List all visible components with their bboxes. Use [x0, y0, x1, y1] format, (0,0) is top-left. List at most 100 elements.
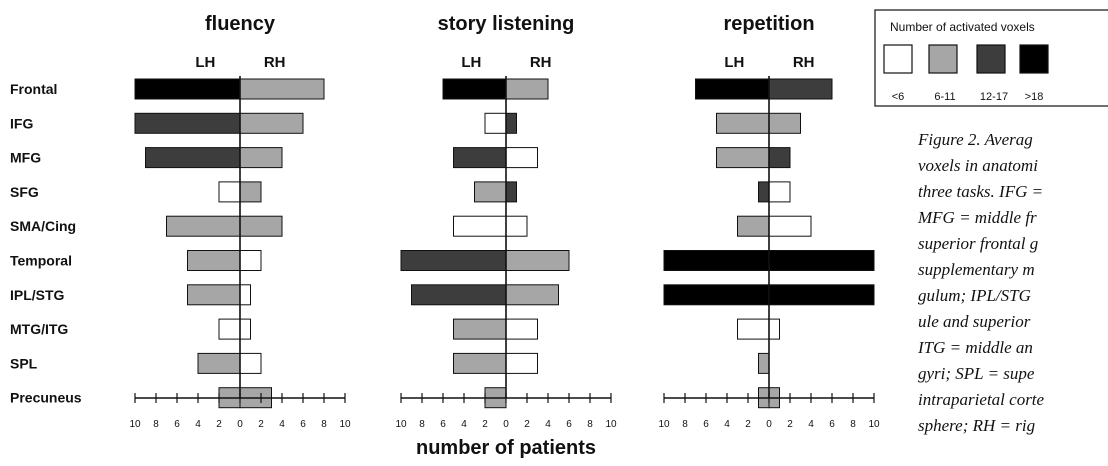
x-tick-label: 10: [395, 419, 407, 430]
x-tick-label: 4: [461, 419, 467, 430]
hemisphere-label-rh: RH: [530, 54, 552, 71]
x-axis-title: number of patients: [416, 437, 596, 459]
region-label-mfg: MFG: [10, 150, 41, 166]
region-label-ifg: IFG: [10, 115, 33, 131]
x-tick-label: 10: [129, 419, 141, 430]
x-tick-label: 6: [703, 419, 709, 430]
legend-label-3: >18: [1025, 91, 1044, 103]
bar-rh-temporal: [505, 250, 570, 271]
bar-lh-frontal: [695, 78, 770, 100]
bar-lh-ifg: [134, 112, 241, 134]
region-label-frontal: Frontal: [10, 81, 57, 97]
panel-repetition: repetition LH RH 10 8 6 4 2 0 2 4 6 8 10: [658, 13, 880, 430]
bar-panels: fluency LH RH 10 8 6 4 2 0 2 4 6 8 10 story listening L…: [129, 13, 880, 430]
region-label-sma-cing: SMA/Cing: [10, 218, 76, 234]
panel-title: fluency: [205, 13, 276, 35]
bar-lh-sfg: [474, 181, 507, 203]
x-tick-label: 2: [482, 419, 488, 430]
panel-fluency: fluency LH RH 10 8 6 4 2 0 2 4 6 8 10: [129, 13, 351, 430]
x-tick-label: 8: [153, 419, 159, 430]
legend-title: Number of activated voxels: [890, 20, 1035, 34]
bar-lh-frontal: [134, 78, 241, 100]
bar-lh-mfg: [145, 147, 241, 169]
caption-line: three tasks. IFG =: [918, 182, 1043, 201]
bar-lh-mtg-itg: [453, 318, 507, 340]
bar-lh-ifg: [716, 112, 770, 134]
x-tick-label: 6: [440, 419, 446, 430]
panel-title: repetition: [723, 13, 814, 35]
x-tick-label: 10: [339, 419, 351, 430]
region-label-mtg-itg: MTG/ITG: [10, 321, 68, 337]
x-tick-label: 8: [419, 419, 425, 430]
bar-lh-spl: [453, 352, 507, 374]
bar-rh-sfg: [505, 181, 517, 203]
bar-lh-frontal: [442, 78, 507, 100]
bar-rh-mfg: [768, 147, 791, 169]
caption-line: sphere; RH = rig: [918, 416, 1035, 435]
bar-lh-ipl-stg: [663, 284, 770, 306]
bar-rh-ifg: [505, 112, 517, 134]
x-tick-label: 2: [787, 419, 793, 430]
x-tick-label: 8: [321, 419, 327, 430]
bar-lh-mfg: [716, 147, 770, 169]
bar-lh-sma-cing: [453, 215, 507, 237]
x-tick-label: 4: [808, 419, 814, 430]
bar-rh-spl: [505, 352, 538, 374]
figure-caption: Figure 2. Averag voxels in anatomi three t…: [917, 130, 1045, 435]
bar-rh-sma-cing: [768, 215, 812, 237]
x-tick-label: 4: [279, 419, 285, 430]
bar-lh-sfg: [758, 181, 770, 203]
bar-rh-ipl-stg: [768, 284, 875, 306]
bar-lh-mtg-itg: [218, 318, 241, 340]
x-tick-label: 8: [850, 419, 856, 430]
region-label-ipl-stg: IPL/STG: [10, 287, 65, 303]
hemisphere-label-lh: LH: [461, 54, 481, 71]
x-tick-label: 8: [587, 419, 593, 430]
bar-lh-mfg: [453, 147, 507, 169]
bar-lh-ipl-stg: [187, 284, 241, 306]
x-tick-label: 4: [724, 419, 730, 430]
bar-rh-mtg-itg: [505, 318, 538, 340]
bar-rh-frontal: [505, 78, 549, 100]
bar-rh-temporal: [239, 250, 262, 271]
x-tick-label: 4: [545, 419, 551, 430]
x-tick-label: 0: [503, 419, 509, 430]
legend-swatch-0: [883, 44, 913, 74]
bar-rh-ipl-stg: [239, 284, 251, 306]
legend-swatch-2: [976, 44, 1006, 74]
caption-line: supplementary m: [918, 260, 1035, 279]
hemisphere-label-lh: LH: [724, 54, 744, 71]
legend-swatch-3: [1019, 44, 1049, 74]
bar-lh-sma-cing: [166, 215, 241, 237]
bar-lh-ifg: [484, 112, 507, 134]
region-label-temporal: Temporal: [10, 253, 72, 269]
caption-line: superior frontal g: [918, 234, 1038, 253]
bar-lh-sma-cing: [737, 215, 770, 237]
caption-line: ule and superior: [918, 312, 1031, 331]
bar-lh-sfg: [218, 181, 241, 203]
legend-label-0: <6: [892, 91, 905, 103]
x-tick-label: 10: [605, 419, 617, 430]
bar-rh-frontal: [768, 78, 833, 100]
bar-lh-mtg-itg: [737, 318, 770, 340]
caption-line: intraparietal corte: [918, 390, 1045, 409]
bar-lh-temporal: [187, 250, 241, 271]
bar-rh-temporal: [768, 250, 875, 271]
legend: Number of activated voxels <6 6-11 12-17 >18: [874, 9, 1108, 107]
bar-rh-sfg: [239, 181, 262, 203]
legend-label-2: 12-17: [980, 91, 1008, 103]
bar-rh-ifg: [768, 112, 801, 134]
bar-rh-mtg-itg: [239, 318, 251, 340]
bar-rh-mfg: [239, 147, 283, 169]
caption-line: voxels in anatomi: [918, 156, 1038, 175]
legend-label-1: 6-11: [934, 91, 955, 103]
bar-rh-mtg-itg: [768, 318, 780, 340]
x-tick-label: 2: [524, 419, 530, 430]
bar-lh-spl: [197, 352, 241, 374]
bar-lh-temporal: [400, 250, 507, 271]
caption-line: MFG = middle fr: [917, 208, 1037, 227]
x-tick-label: 10: [868, 419, 880, 430]
x-tick-label: 6: [300, 419, 306, 430]
caption-line: ITG = middle an: [917, 338, 1033, 357]
